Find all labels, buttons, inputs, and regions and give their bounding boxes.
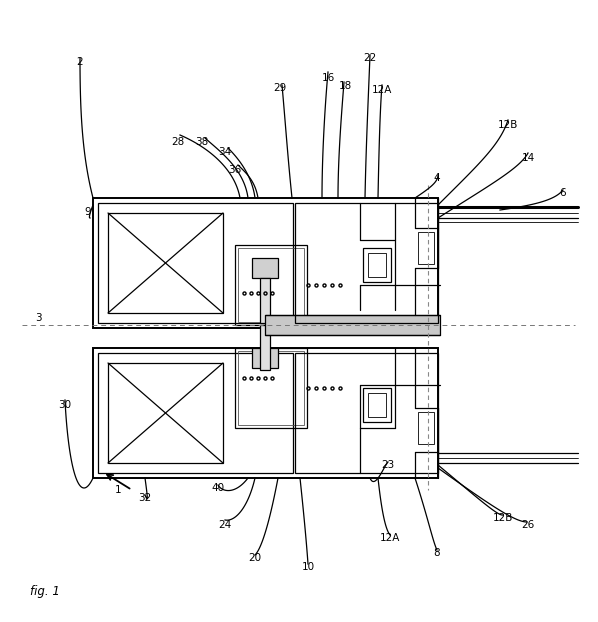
Text: 26: 26 [521, 520, 535, 530]
Bar [260, 325, 270, 370]
Text: 10: 10 [301, 562, 315, 572]
Bar [265, 315, 440, 335]
Bar [108, 213, 223, 313]
Bar [108, 363, 223, 463]
Text: 12B: 12B [498, 120, 518, 130]
Text: 9: 9 [85, 207, 91, 217]
Text: 18: 18 [338, 81, 352, 91]
Text: 12A: 12A [380, 533, 400, 543]
Text: 8: 8 [434, 548, 440, 558]
Bar [295, 203, 438, 323]
Text: 34: 34 [218, 147, 231, 157]
Bar [235, 348, 307, 428]
Bar [98, 353, 293, 473]
Text: 1: 1 [115, 485, 121, 495]
Text: 12B: 12B [493, 513, 513, 523]
Text: 30: 30 [59, 400, 72, 410]
Bar [252, 348, 278, 368]
Text: 38: 38 [196, 137, 209, 147]
Bar [363, 388, 391, 422]
Bar [418, 232, 434, 264]
Bar [252, 258, 278, 278]
Text: 12A: 12A [372, 85, 392, 95]
Text: 2: 2 [77, 57, 83, 67]
Text: fig. 1: fig. 1 [30, 585, 60, 598]
Text: 36: 36 [228, 165, 242, 175]
Text: 3: 3 [35, 313, 41, 323]
Text: 22: 22 [364, 53, 377, 63]
Text: 28: 28 [172, 137, 185, 147]
Text: 24: 24 [218, 520, 231, 530]
Bar [235, 245, 307, 325]
Text: 32: 32 [138, 493, 152, 503]
Bar [368, 253, 386, 277]
Bar [238, 248, 304, 322]
Bar [295, 353, 438, 473]
Bar [238, 351, 304, 425]
Text: 4: 4 [434, 173, 440, 183]
Bar [418, 412, 434, 444]
Bar [368, 393, 386, 417]
Bar [93, 348, 438, 478]
Bar [363, 248, 391, 282]
Text: 23: 23 [382, 460, 395, 470]
Text: 6: 6 [560, 188, 566, 198]
Text: 29: 29 [273, 83, 286, 93]
Bar [93, 198, 438, 328]
Bar [98, 203, 293, 323]
Text: 40: 40 [212, 483, 225, 493]
Text: 14: 14 [521, 153, 535, 163]
Bar [260, 278, 270, 323]
Text: 20: 20 [248, 553, 261, 563]
Text: 16: 16 [321, 73, 335, 83]
